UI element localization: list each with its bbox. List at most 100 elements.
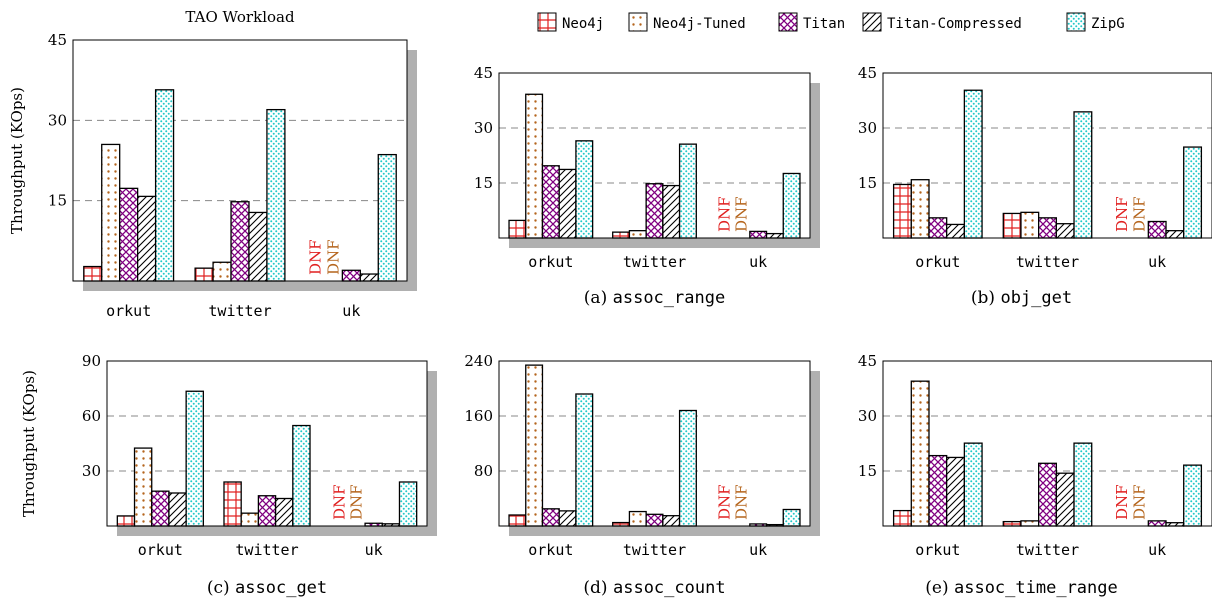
y-tick-label: 15 xyxy=(858,174,877,192)
bar-zipg-twitter xyxy=(292,424,311,527)
bar-neo4j-orkut xyxy=(508,219,527,239)
legend-swatch-zipg xyxy=(1066,12,1086,32)
bar-titan-orkut xyxy=(541,165,560,239)
bar-titan-compressed-orkut xyxy=(168,492,187,527)
y-tick-label: 90 xyxy=(82,352,101,370)
chart-caption: (b) obj_get xyxy=(971,288,1072,308)
x-category-label: uk xyxy=(749,541,767,559)
chart-caption: (c) assoc_get xyxy=(207,578,327,598)
bar-zipg-orkut xyxy=(575,393,594,527)
y-tick-label: 15 xyxy=(48,192,67,210)
legend-swatch-titan xyxy=(778,12,798,32)
chart-panel-6: 15 30 45 orkut twitter DNF DNF uk (e) assoc_time… xyxy=(858,352,1212,598)
dnf-label-neo4j: DNF xyxy=(1113,484,1131,520)
x-category-label: orkut xyxy=(528,541,573,559)
caption-code: assoc_time_range xyxy=(954,578,1118,598)
bar-titan-compressed-uk xyxy=(359,273,379,282)
caption-prefix: (b) xyxy=(971,288,1001,308)
y-tick-label: 240 xyxy=(464,352,493,370)
legend-item-titan: Titan xyxy=(778,12,845,32)
bar-titan-orkut xyxy=(928,454,948,527)
bar-titan-twitter xyxy=(1038,462,1057,527)
bar-titan-compressed-orkut xyxy=(558,510,577,527)
bar-zipg-twitter xyxy=(1073,111,1093,239)
x-category-label: orkut xyxy=(915,541,960,559)
dnf-label-neo4j: DNF xyxy=(330,484,348,520)
x-category-label: uk xyxy=(1148,253,1166,271)
y-tick-label: 45 xyxy=(474,64,493,82)
legend-swatch-titan-compressed xyxy=(862,12,882,32)
legend-item-neo4j: Neo4j xyxy=(537,12,604,32)
plot-frame xyxy=(498,360,811,527)
chart-caption: (d) assoc_count xyxy=(583,578,725,598)
bar-titan-compressed-twitter xyxy=(1055,472,1075,527)
caption-prefix: (c) xyxy=(207,578,235,598)
bar-zipg-orkut xyxy=(154,89,175,282)
bar-titan-twitter xyxy=(257,495,277,527)
y-tick-label: 30 xyxy=(82,462,101,480)
bar-titan-compressed-twitter xyxy=(662,515,681,527)
plot-frame xyxy=(498,72,811,239)
bar-neo4j-twitter xyxy=(612,521,631,527)
caption-code: obj_get xyxy=(1000,288,1072,308)
bar-titan-orkut xyxy=(541,508,560,527)
bar-neo4j-tuned-orkut xyxy=(525,364,544,527)
dnf-label-neo4j-tuned: DNF xyxy=(324,239,342,275)
x-category-label: twitter xyxy=(623,253,686,271)
legend-label-neo4j: Neo4j xyxy=(562,16,604,32)
legend-item-titan-compressed: Titan-Compressed xyxy=(862,12,1022,32)
legend-item-neo4j-tuned: Neo4j-Tuned xyxy=(628,12,746,32)
y-tick-label: 60 xyxy=(82,407,101,425)
chart-panel-3: 15 30 45 orkut twitter DNF DNF uk (b) obj_get xyxy=(858,64,1212,308)
bar-neo4j-orkut xyxy=(83,265,103,282)
dnf-label-neo4j: DNF xyxy=(306,239,324,275)
chart-title: TAO Workload xyxy=(185,8,295,26)
bar-titan-orkut xyxy=(119,187,139,282)
dnf-label-neo4j-tuned: DNF xyxy=(347,484,365,520)
bar-zipg-twitter xyxy=(678,143,697,239)
legend-label-titan-compressed: Titan-Compressed xyxy=(887,16,1022,32)
bar-zipg-orkut xyxy=(963,442,983,527)
x-category-label: twitter xyxy=(208,302,271,320)
plot-frame xyxy=(106,360,428,527)
bar-zipg-uk xyxy=(1183,464,1203,527)
plot-frame xyxy=(882,360,1212,527)
caption-code: assoc_range xyxy=(613,288,726,308)
x-category-label: uk xyxy=(365,541,383,559)
bar-zipg-orkut xyxy=(963,89,983,239)
chart-caption: (e) assoc_time_range xyxy=(925,578,1118,598)
bar-zipg-uk xyxy=(782,508,801,527)
bar-titan-compressed-orkut xyxy=(558,168,577,239)
bar-titan-compressed-orkut xyxy=(946,223,966,239)
bar-neo4j-tuned-twitter xyxy=(212,261,232,282)
bar-titan-uk xyxy=(749,230,768,239)
bar-titan-compressed-twitter xyxy=(1055,223,1075,239)
bar-titan-compressed-orkut xyxy=(136,195,157,282)
dnf-label-neo4j: DNF xyxy=(716,196,734,232)
x-category-label: uk xyxy=(749,253,767,271)
bar-zipg-uk xyxy=(398,481,418,527)
bar-neo4j-tuned-orkut xyxy=(133,447,153,527)
chart-caption: (a) assoc_range xyxy=(584,288,725,308)
bar-titan-compressed-uk xyxy=(765,232,784,239)
y-tick-label: 30 xyxy=(474,119,493,137)
bar-neo4j-tuned-twitter xyxy=(628,230,647,239)
legend-label-zipg: ZipG xyxy=(1091,16,1125,32)
bar-titan-orkut xyxy=(928,217,948,239)
x-category-label: twitter xyxy=(1016,541,1079,559)
chart-panel-4: 30 60 90 orkut twitter DNF DNF uk Throughput (KO… xyxy=(20,352,437,598)
x-category-label: uk xyxy=(1148,541,1166,559)
legend-swatch-neo4j xyxy=(537,12,557,32)
bar-zipg-uk xyxy=(782,172,801,239)
bar-neo4j-orkut xyxy=(892,183,912,239)
bar-neo4j-twitter xyxy=(612,231,631,239)
plot-frame xyxy=(882,72,1212,239)
bar-titan-uk xyxy=(1147,520,1167,527)
bar-titan-compressed-uk xyxy=(1165,230,1185,239)
y-tick-label: 80 xyxy=(474,462,493,480)
bar-neo4j-orkut xyxy=(508,514,527,527)
y-tick-label: 160 xyxy=(464,407,493,425)
bar-neo4j-tuned-orkut xyxy=(101,143,121,282)
y-tick-label: 45 xyxy=(858,64,877,82)
